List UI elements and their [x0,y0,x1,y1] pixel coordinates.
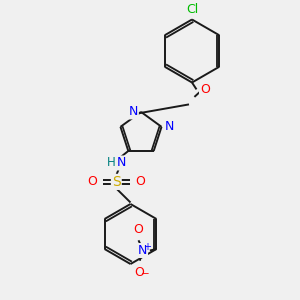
Text: O: O [87,176,97,188]
Text: Cl: Cl [186,3,198,16]
Text: O: O [134,266,144,279]
Text: N: N [138,244,147,257]
Text: O: O [135,176,145,188]
Text: H: H [107,157,116,169]
Text: N: N [117,157,126,169]
Text: +: + [143,242,152,252]
Text: N: N [128,105,138,119]
Text: O: O [133,223,143,236]
Text: S: S [112,175,121,189]
Text: −: − [141,269,150,280]
Text: O: O [200,83,210,96]
Text: N: N [165,120,174,133]
